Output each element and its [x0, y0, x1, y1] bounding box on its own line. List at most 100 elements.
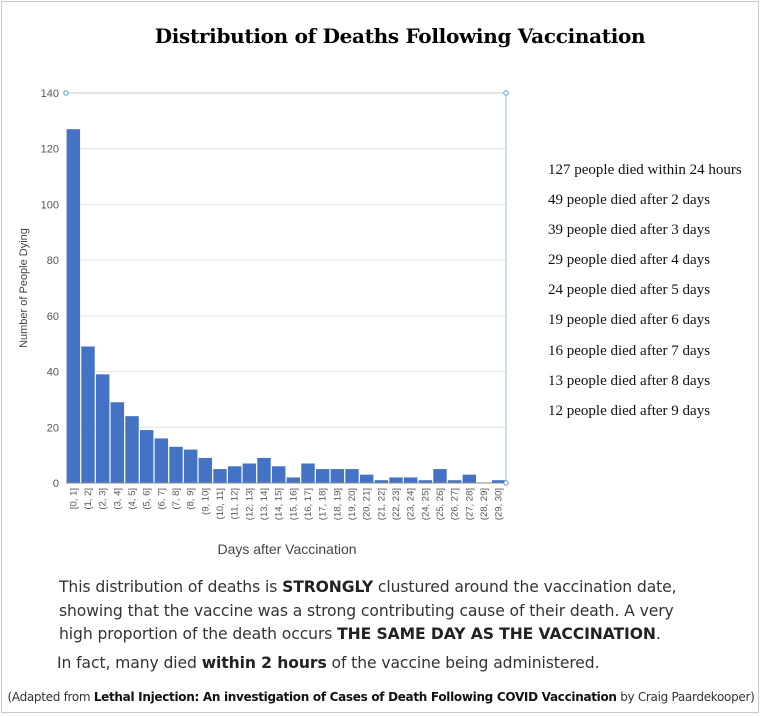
x-tick-label: (2, 3]	[98, 488, 109, 510]
bar	[301, 463, 315, 483]
citation-title: Lethal Injection: An investigation of Ca…	[93, 690, 617, 704]
bar	[81, 346, 95, 483]
annotation-item: 39 people died after 3 days	[548, 222, 711, 239]
annotation-item: 12 people died after 9 days	[548, 402, 711, 419]
x-tick-label: (12, 13]	[244, 488, 255, 520]
bar	[330, 469, 345, 483]
bar	[271, 466, 286, 483]
annotation-item: 16 people died after 7 days	[548, 342, 711, 359]
x-tick-label: (24, 25]	[420, 488, 431, 520]
bar	[66, 129, 81, 483]
y-axis-label: Number of People Dying	[18, 228, 30, 348]
bar	[183, 449, 198, 483]
x-tick-label: (14, 15]	[274, 488, 285, 520]
bars	[66, 129, 506, 483]
x-tick-label: (22, 23]	[391, 488, 402, 520]
bar	[462, 474, 477, 483]
bar	[315, 469, 330, 483]
x-tick-label: (3, 4]	[112, 488, 123, 510]
paragraph-emphasis-same-day: THE SAME DAY AS THE VACCINATION	[337, 625, 656, 643]
bar	[169, 446, 183, 483]
x-tick-label: (13, 14]	[259, 488, 270, 520]
x-tick-label: (29, 30]	[494, 488, 505, 520]
x-tick-label: (11, 12]	[230, 488, 241, 520]
x-tick-label: (15, 16]	[288, 488, 299, 520]
bar	[242, 463, 257, 483]
bar	[154, 438, 169, 483]
bar	[227, 466, 242, 483]
paragraph-emphasis-strongly: STRONGLY	[282, 578, 374, 596]
gridlines	[66, 148, 506, 428]
bar	[286, 477, 301, 483]
chart-title: Distribution of Deaths Following Vaccina…	[154, 24, 646, 48]
x-tick-label: (7, 8]	[171, 488, 182, 510]
bar	[403, 477, 418, 483]
x-tick-label: (9, 10]	[200, 488, 211, 515]
bar	[95, 374, 110, 483]
followup-paragraph: In fact, many died within 2 hours of the…	[57, 652, 717, 675]
y-tick-label: 0	[53, 478, 59, 490]
plot-handle-top-right	[503, 90, 509, 96]
bar	[447, 480, 462, 483]
bar	[257, 457, 271, 483]
x-tick-label: (5, 6]	[142, 488, 153, 510]
x-tick-label: (27, 28]	[464, 488, 475, 520]
y-tick-label: 20	[47, 422, 59, 434]
paragraph-emphasis-2-hours: within 2 hours	[201, 654, 327, 672]
x-tick-label: (23, 24]	[406, 488, 417, 520]
bar	[110, 402, 125, 483]
bar	[345, 469, 359, 483]
x-axis-ticks: [0, 1] (1, 2] (2, 3] (3, 4] (4, 5] (5, 6] (6, …	[68, 488, 504, 520]
x-tick-label: (21, 22]	[376, 488, 387, 520]
x-tick-label: (1, 2]	[83, 488, 94, 510]
y-tick-label: 120	[41, 144, 59, 156]
x-tick-label: (28, 29]	[479, 488, 490, 520]
y-tick-label: 60	[47, 311, 59, 323]
x-tick-label: (17, 18]	[318, 488, 329, 520]
x-tick-label: [0, 1]	[68, 488, 79, 509]
bar	[198, 457, 213, 483]
x-tick-label: (4, 5]	[127, 488, 138, 510]
paragraph-text: clustured around the vaccination date, s…	[59, 578, 677, 643]
annotation-list: 127 people died within 24 hours 49 people…	[548, 159, 742, 430]
source-citation: (Adapted from Lethal Injection: An inves…	[0, 690, 762, 704]
bar	[139, 430, 154, 483]
y-tick-label: 100	[41, 199, 59, 211]
x-tick-label: (8, 9]	[186, 488, 197, 510]
annotation-item: 24 people died after 5 days	[548, 282, 711, 299]
annotation-item: 49 people died after 2 days	[548, 192, 711, 209]
x-tick-label: (20, 21]	[362, 488, 373, 520]
y-axis-ticks: 0 20 40 60 80 100 120 140	[41, 88, 59, 490]
citation-text: (Adapted from	[7, 690, 94, 704]
bar	[213, 469, 227, 483]
bar	[418, 480, 433, 483]
x-axis-label: Days after Vaccination	[217, 541, 356, 557]
x-tick-label: (6, 7]	[156, 488, 167, 510]
y-tick-label: 140	[41, 88, 59, 100]
y-tick-label: 80	[47, 255, 59, 267]
annotation-item: 19 people died after 6 days	[548, 312, 711, 329]
citation-author: by Craig Paardekooper)	[616, 690, 755, 704]
bar-chart: 0 20 40 60 80 100 120 140 [0, 1] (1, 2] (2, 3] (3,…	[18, 88, 509, 557]
bar	[433, 469, 447, 483]
paragraph-text: of the vaccine being administered.	[326, 654, 600, 672]
x-tick-label: (26, 27]	[450, 488, 461, 520]
annotation-item: 13 people died after 8 days	[548, 372, 711, 389]
annotation-item: 29 people died after 4 days	[548, 252, 711, 269]
x-tick-label: (10, 11]	[215, 488, 226, 520]
bar	[125, 416, 139, 483]
x-tick-label: (25, 26]	[435, 488, 446, 520]
x-tick-label: (19, 20]	[347, 488, 358, 520]
plot-handle-bottom-right	[503, 480, 509, 486]
x-tick-label: (18, 19]	[332, 488, 343, 520]
explanation-paragraph: This distribution of deaths is STRONGLY …	[59, 576, 699, 647]
bar	[359, 474, 374, 483]
paragraph-text: This distribution of deaths is	[59, 578, 283, 596]
bar	[374, 480, 389, 483]
annotation-item: 127 people died within 24 hours	[548, 162, 742, 178]
y-tick-label: 40	[47, 367, 59, 379]
plot-handle-top-left	[63, 90, 69, 96]
paragraph-text: In fact, many died	[57, 654, 202, 672]
bar	[389, 477, 403, 483]
